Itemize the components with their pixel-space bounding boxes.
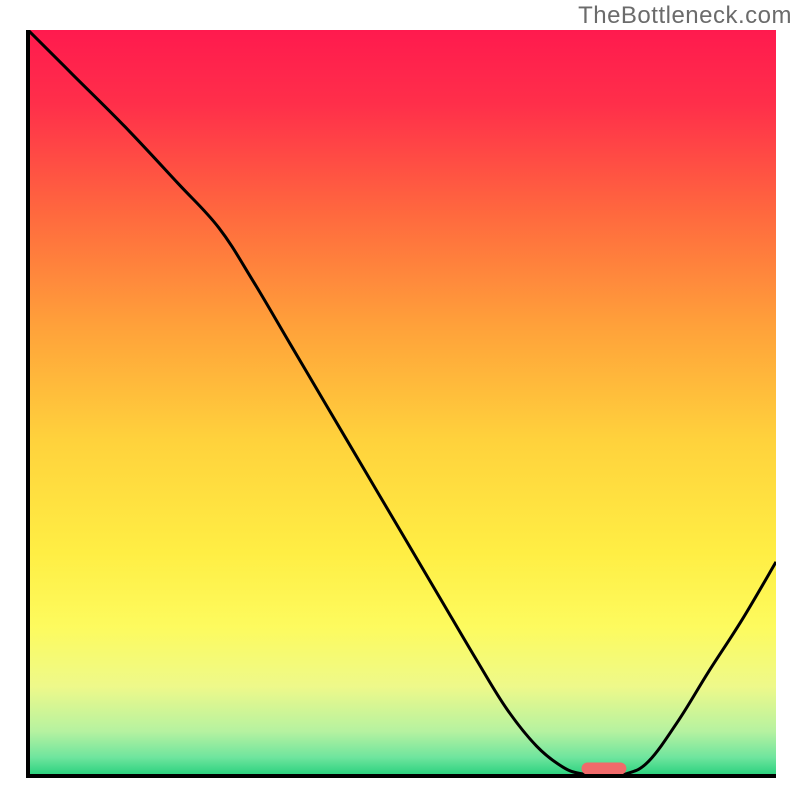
chart-container: TheBottleneck.com bbox=[0, 0, 800, 800]
bottleneck-chart bbox=[0, 0, 800, 800]
watermark-text: TheBottleneck.com bbox=[578, 2, 792, 30]
optimal-marker bbox=[582, 763, 627, 775]
